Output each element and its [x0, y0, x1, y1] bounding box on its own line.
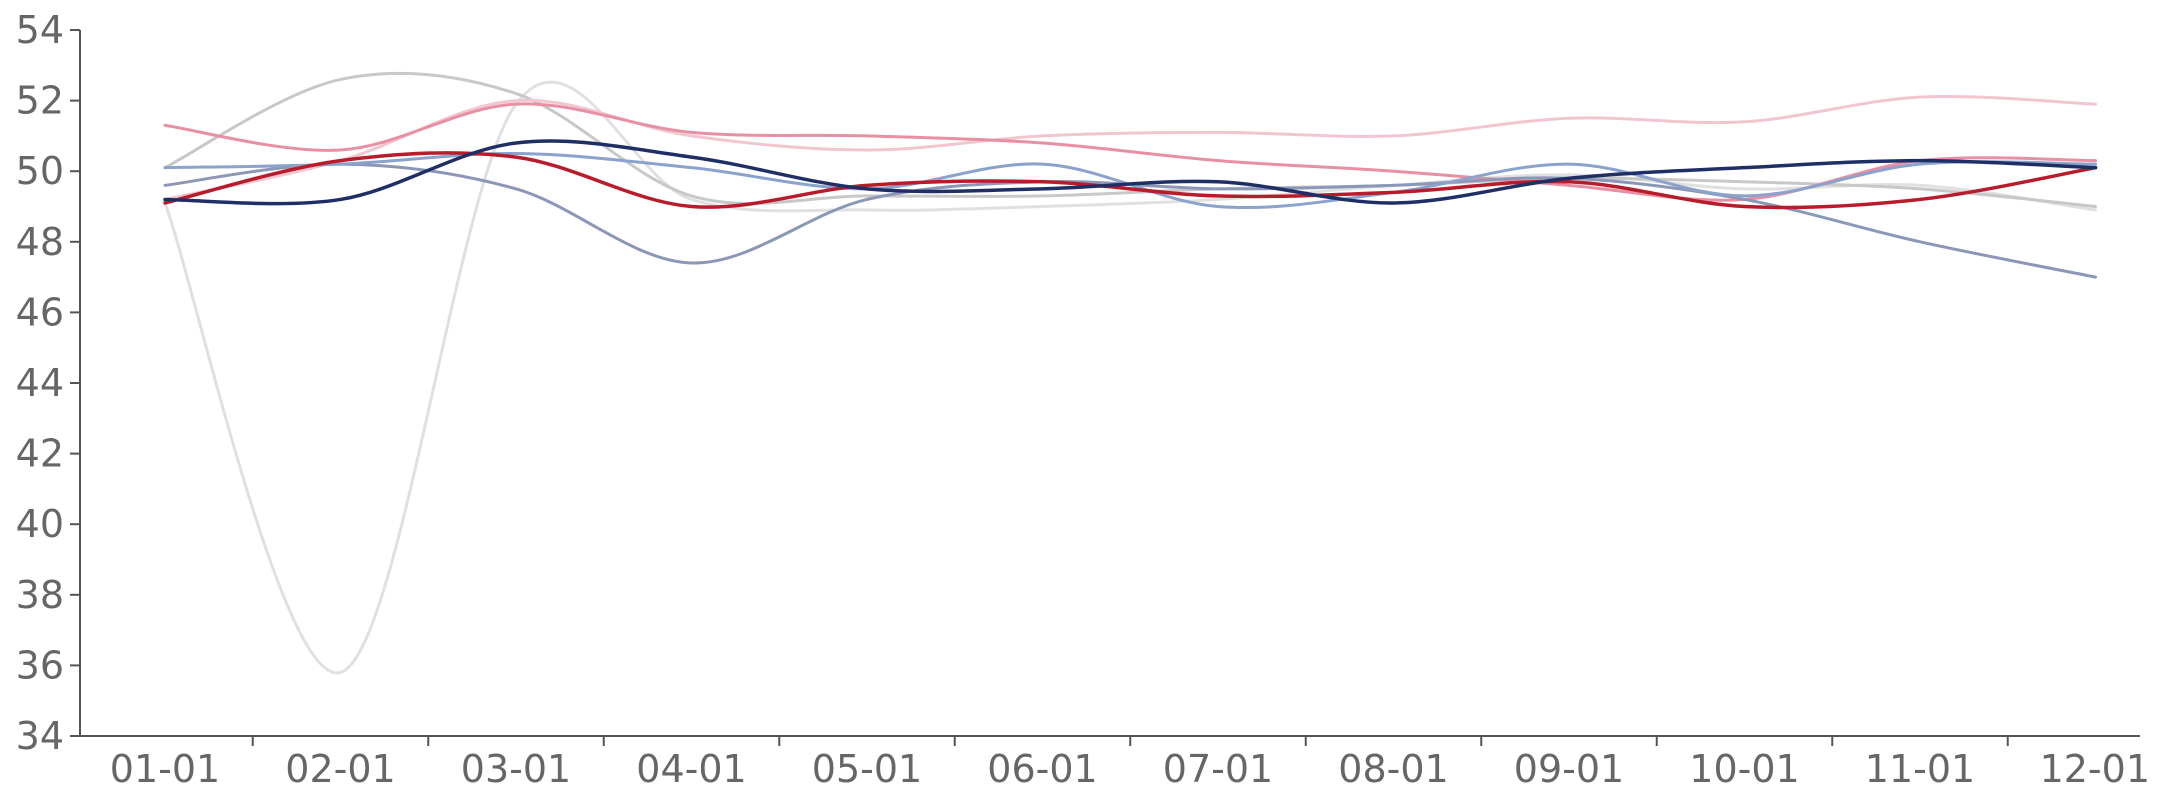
- x-tick-label: 12-01: [2040, 747, 2150, 791]
- series-line-3: [163, 94, 2097, 201]
- series-line-1: [163, 80, 2097, 675]
- y-tick-label: 50: [16, 149, 64, 193]
- series-line-4: [163, 102, 2097, 202]
- x-tick-label: 06-01: [987, 747, 1097, 791]
- x-tick-label: 05-01: [812, 747, 922, 791]
- y-tick-label: 46: [16, 290, 64, 334]
- series-line-8: [163, 139, 2098, 206]
- series-line-2: [163, 71, 2097, 208]
- x-tick-label: 02-01: [285, 747, 395, 791]
- x-tick-label: 07-01: [1163, 747, 1273, 791]
- x-tick-label: 11-01: [1865, 747, 1975, 791]
- y-tick-label: 36: [16, 643, 64, 687]
- y-tick-label: 52: [16, 79, 64, 123]
- y-tick-label: 40: [16, 502, 64, 546]
- y-tick-label: 38: [16, 573, 64, 617]
- y-tick-label: 34: [16, 714, 64, 758]
- axes: [79, 30, 2140, 737]
- series-line-5: [163, 162, 2097, 279]
- x-tick-label: 10-01: [1689, 747, 1799, 791]
- x-tick-label: 08-01: [1338, 747, 1448, 791]
- y-tick-label: 48: [16, 220, 64, 264]
- y-tick-label: 54: [16, 8, 64, 52]
- x-tick-label: 03-01: [461, 747, 571, 791]
- y-tick-label: 42: [16, 432, 64, 476]
- y-tick-label: 44: [16, 361, 64, 405]
- x-tick-label: 04-01: [636, 747, 746, 791]
- y-axis-ticks: 34 36 38 40 42 44 46 48 50 52 54: [16, 8, 80, 758]
- x-tick-label: 09-01: [1514, 747, 1624, 791]
- x-axis-ticks: 01-01 02-01 03-01 04-01 05-01 06-01 07-01 08-01…: [110, 736, 2150, 791]
- series-lines: [163, 71, 2098, 675]
- x-tick-label: 01-01: [110, 747, 220, 791]
- series-line-7: [163, 151, 2098, 210]
